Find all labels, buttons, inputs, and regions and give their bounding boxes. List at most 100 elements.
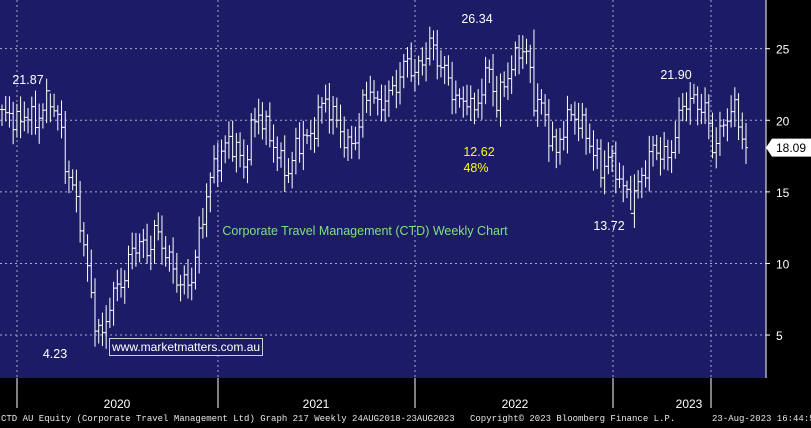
price-bar xyxy=(595,138,600,170)
price-bar xyxy=(63,111,68,184)
x-tick-label: 2020 xyxy=(104,397,131,411)
price-bar xyxy=(66,160,71,194)
price-bar xyxy=(186,258,190,299)
price-bar xyxy=(238,132,243,168)
price-bar xyxy=(465,84,469,116)
price-bar xyxy=(606,142,611,175)
footer-timestamp: 23-Aug-2023 16:44:54 xyxy=(712,414,811,424)
price-bar xyxy=(59,100,64,139)
price-bar xyxy=(580,102,585,139)
price-bar xyxy=(174,252,179,293)
price-bar xyxy=(468,85,473,122)
y-tick-label: 25 xyxy=(776,43,790,57)
footer: CTD AU Equity (Corporate Travel Manageme… xyxy=(0,411,811,428)
price-bar xyxy=(390,76,395,96)
price-bar xyxy=(494,75,499,118)
price-bar xyxy=(305,128,310,145)
price-bar xyxy=(677,97,682,154)
price-bar xyxy=(442,56,447,85)
price-bar xyxy=(457,88,462,108)
price-tag-shape xyxy=(766,138,811,157)
price-bar xyxy=(193,249,198,290)
price-bar xyxy=(89,249,94,299)
price-bar xyxy=(279,142,283,168)
price-bar xyxy=(613,141,618,194)
price-bar xyxy=(725,108,730,142)
watermark-link: www.marketmatters.com.au xyxy=(109,338,264,356)
price-bar xyxy=(691,83,696,104)
gridlines xyxy=(0,0,766,378)
price-bar xyxy=(107,297,112,329)
price-bar xyxy=(85,234,90,282)
price-bar xyxy=(197,216,202,274)
price-bar xyxy=(502,71,507,97)
price-bar xyxy=(44,78,49,124)
price-bar xyxy=(375,90,380,116)
price-bar xyxy=(736,93,741,141)
price-bar xyxy=(561,120,566,151)
x-tick-label: 2021 xyxy=(303,397,330,411)
chart-title: Corporate Travel Management (CTD) Weekly… xyxy=(222,224,508,238)
price-bar xyxy=(26,107,31,134)
price-bar xyxy=(744,122,748,164)
price-bar xyxy=(517,34,522,75)
price-bar xyxy=(721,119,726,137)
x-axis: 2020 2021 2022 2023 xyxy=(16,378,712,411)
price-bar xyxy=(617,162,622,189)
price-bar xyxy=(360,89,365,138)
price-bar xyxy=(740,112,745,150)
price-bar xyxy=(717,111,722,156)
price-bar xyxy=(163,236,168,267)
last-price-label: 18.09 xyxy=(776,141,806,155)
price-bar xyxy=(204,183,209,238)
price-bar xyxy=(245,145,250,184)
price-bar xyxy=(200,207,205,239)
price-bar xyxy=(610,145,615,172)
annotation-pullback-price: 12.62 xyxy=(463,145,494,159)
price-bar xyxy=(271,124,276,163)
price-chart: 5 10 15 20 25 2020 2021 2022 2023 21.87 4.23 26.3… xyxy=(0,0,811,411)
price-bar xyxy=(732,87,737,127)
price-bar xyxy=(267,102,272,148)
price-bar xyxy=(133,232,138,267)
price-bar xyxy=(543,94,548,127)
price-bar xyxy=(729,95,734,128)
price-bar xyxy=(145,223,150,264)
price-bar xyxy=(584,107,589,155)
price-bar xyxy=(710,112,715,159)
price-bar xyxy=(483,56,488,105)
price-bar xyxy=(182,265,187,295)
price-bar xyxy=(487,59,492,84)
price-bar xyxy=(405,47,410,78)
annotation-low-2020: 4.23 xyxy=(43,347,67,361)
price-bar xyxy=(446,55,451,86)
price-bar xyxy=(96,318,101,344)
price-bar xyxy=(680,93,685,122)
price-bar xyxy=(479,78,484,120)
price-bar xyxy=(111,281,116,326)
price-bar xyxy=(383,85,388,122)
price-bar xyxy=(256,98,261,135)
price-bar xyxy=(301,120,306,171)
x-tick-label: 2022 xyxy=(502,397,529,411)
price-bar xyxy=(587,123,592,154)
price-bar xyxy=(93,278,97,347)
price-bar xyxy=(230,120,235,162)
price-bar xyxy=(234,133,239,173)
price-bar xyxy=(535,83,540,127)
price-bar xyxy=(569,104,574,121)
price-bar xyxy=(275,136,280,172)
price-bar xyxy=(703,87,708,124)
price-bar xyxy=(52,93,57,118)
price-bar xyxy=(472,92,477,125)
price-bar xyxy=(331,96,336,135)
price-bar xyxy=(342,116,347,158)
price-bar xyxy=(167,245,172,272)
price-bar xyxy=(427,26,432,66)
price-bar xyxy=(126,245,131,289)
price-bar xyxy=(621,165,626,203)
price-bar xyxy=(379,84,384,122)
price-bar xyxy=(386,80,391,117)
price-bar xyxy=(632,174,637,228)
